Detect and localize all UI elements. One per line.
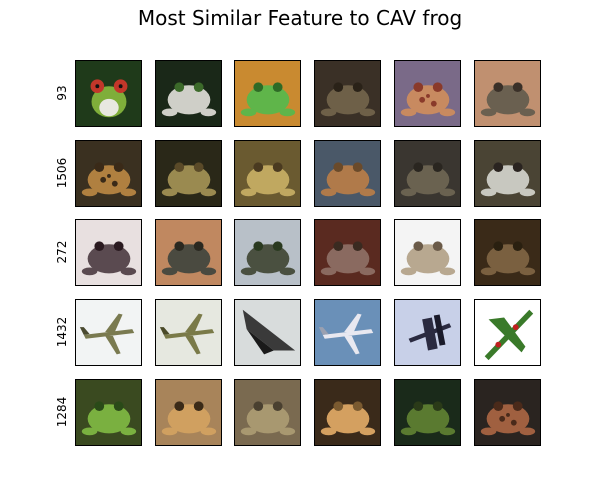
biplane-icon [395, 300, 460, 365]
toad-image [234, 379, 301, 446]
toad-image [314, 60, 381, 127]
toad-icon [395, 141, 460, 206]
spotted-frog-image [75, 140, 142, 207]
fighter-jet-image [155, 299, 222, 366]
toad-image [474, 219, 541, 286]
toad-icon [475, 220, 540, 285]
spotted-frog-icon [395, 61, 460, 126]
toad-icon [315, 380, 380, 445]
toad-image [394, 379, 461, 446]
toad-image [155, 140, 222, 207]
toad-icon [235, 380, 300, 445]
toad-icon [475, 61, 540, 126]
spotted-frog-icon [475, 380, 540, 445]
row-label-text: 1432 [55, 316, 69, 348]
toad-icon [156, 220, 221, 285]
frog-on-leaves-icon [156, 61, 221, 126]
warplane-image [474, 299, 541, 366]
stealth-jet-icon [235, 300, 300, 365]
toad-image [474, 140, 541, 207]
toad-image [75, 219, 142, 286]
fighter-jet-image [75, 299, 142, 366]
toad-image [474, 60, 541, 127]
row-label-text: 1506 [55, 157, 69, 189]
figure-title: Most Similar Feature to CAV frog [137, 6, 463, 30]
red-eyed-tree-frog-image [75, 60, 142, 127]
toad-icon [235, 141, 300, 206]
toad-image [314, 140, 381, 207]
frog-on-leaves-image [155, 60, 222, 127]
toad-image [155, 219, 222, 286]
frog-on-rock-icon [235, 220, 300, 285]
toad-icon [395, 220, 460, 285]
frog-on-rock-image [234, 219, 301, 286]
fighter-jet-icon [315, 300, 380, 365]
toad-icon [315, 220, 380, 285]
toad-icon [395, 380, 460, 445]
fighter-jet-icon [76, 300, 141, 365]
spotted-frog-image [394, 60, 461, 127]
toad-icon [156, 380, 221, 445]
row-label-text: 272 [55, 240, 69, 264]
fighter-jet-icon [156, 300, 221, 365]
toad-icon [315, 61, 380, 126]
toad-icon [76, 220, 141, 285]
green-frog-icon [235, 61, 300, 126]
warplane-icon [475, 300, 540, 365]
toad-icon [475, 141, 540, 206]
toad-image [394, 219, 461, 286]
row-label-text: 93 [55, 85, 69, 101]
biplane-image [394, 299, 461, 366]
fighter-jet-image [314, 299, 381, 366]
red-eyed-tree-frog-icon [76, 61, 141, 126]
toad-image [314, 219, 381, 286]
toad-icon [156, 141, 221, 206]
spotted-frog-icon [76, 141, 141, 206]
toad-image [314, 379, 381, 446]
toad-image [234, 140, 301, 207]
stealth-jet-image [234, 299, 301, 366]
toad-image [394, 140, 461, 207]
toad-icon [315, 141, 380, 206]
green-frog-image [75, 379, 142, 446]
green-frog-image [234, 60, 301, 127]
green-frog-icon [76, 380, 141, 445]
toad-image [155, 379, 222, 446]
row-label-text: 1284 [55, 396, 69, 428]
spotted-frog-image [474, 379, 541, 446]
